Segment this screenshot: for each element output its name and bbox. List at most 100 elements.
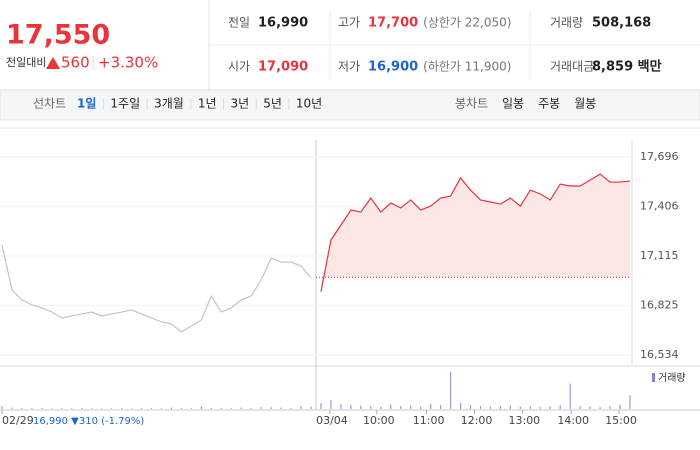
volume-bar — [260, 407, 262, 409]
volume-bar — [310, 406, 312, 409]
volume-bar — [200, 406, 202, 409]
volume-bar — [81, 407, 83, 409]
area — [320, 174, 630, 292]
change-label: 전일대비 — [6, 55, 46, 69]
price-line — [320, 173, 631, 292]
volume-bar — [629, 395, 631, 409]
tab-label: 봉차트 — [455, 97, 488, 111]
volume-bar — [559, 405, 561, 409]
volume-bar — [170, 407, 173, 409]
volume-bar — [589, 406, 591, 409]
legend-swatch — [652, 373, 655, 382]
volume-bar — [569, 383, 571, 409]
volume-bar — [499, 406, 502, 409]
volume-bar — [619, 405, 621, 409]
volume-bar — [270, 407, 272, 409]
volume-bar — [250, 407, 252, 409]
volume-bar — [360, 405, 362, 409]
volume-bar — [1, 406, 3, 409]
volume-bar — [41, 408, 43, 409]
stat-label: 거래량 — [550, 16, 583, 30]
volume-bar — [230, 408, 232, 409]
price-line — [1, 244, 312, 333]
stat-value: 16,900 — [368, 60, 418, 75]
volume-bar — [420, 406, 422, 409]
volume-label: 거래량 — [658, 372, 686, 384]
candle-tab[interactable]: 월봉 — [574, 97, 596, 111]
x-tick-label: 15:00 — [605, 414, 637, 427]
volume-bar — [11, 407, 13, 409]
stat-label: 전일 — [228, 16, 250, 30]
x-tick-label: 11:00 — [413, 414, 445, 427]
period-tab[interactable]: 3년 — [231, 97, 250, 111]
period-tab[interactable]: 1년 — [198, 97, 217, 111]
volume-bar — [340, 404, 342, 409]
period-tab[interactable]: 10년 — [296, 97, 322, 111]
y-tick-label: 16,534 — [640, 348, 679, 361]
stat-sub: (하한가 11,900) — [423, 60, 511, 74]
volume-bar — [280, 407, 282, 409]
volume-bar — [489, 406, 492, 409]
volume-bar — [290, 407, 292, 409]
volume-bar — [509, 405, 511, 409]
volume-bar — [31, 408, 33, 409]
y-tick-label: 17,406 — [640, 199, 679, 212]
volume-bar — [469, 405, 472, 409]
volume-bar — [440, 405, 442, 409]
y-tick-label: 17,696 — [640, 150, 679, 163]
volume-bar — [130, 408, 133, 409]
volume-bar — [449, 371, 452, 409]
period-tab[interactable]: 1주일 — [110, 97, 140, 111]
x-tick-label: 14:00 — [557, 414, 589, 427]
volume-bar — [240, 407, 242, 409]
volume-bar — [71, 408, 73, 409]
volume-bar — [111, 408, 113, 409]
tab-label: 선차트 — [33, 97, 66, 111]
stat-label: 저가 — [338, 60, 360, 74]
volume-bar — [121, 408, 123, 409]
volume-bar — [549, 406, 551, 409]
x-tick-label: 12:00 — [461, 414, 493, 427]
x-tick-label: 02/29 — [2, 414, 34, 427]
volume-bar — [150, 408, 153, 409]
stat-value: 17,700 — [368, 16, 418, 31]
stat-sub: (상한가 22,050) — [423, 16, 511, 30]
price: 17,550 — [6, 20, 110, 51]
volume-bar — [400, 406, 402, 409]
volume-bar — [479, 406, 482, 409]
volume-bar — [609, 406, 611, 409]
volume-bar — [579, 406, 581, 409]
volume-bar — [599, 407, 601, 409]
volume-bar — [190, 408, 192, 409]
x-tick-label: 10:00 — [363, 414, 395, 427]
volume-bar — [160, 408, 163, 409]
volume-bar — [390, 404, 392, 409]
stat-label: 거래대금 — [550, 60, 594, 74]
volume-bar — [180, 408, 183, 409]
change-pct: +3.30% — [98, 54, 158, 72]
candle-tab[interactable]: 주봉 — [538, 97, 560, 111]
change: 560 — [61, 54, 90, 72]
volume-bar — [140, 408, 143, 409]
volume-bar — [519, 406, 521, 409]
x-tick-label: 13:00 — [508, 414, 540, 427]
stat-value: 17,090 — [258, 60, 308, 75]
volume-bar — [300, 406, 302, 409]
up-icon — [46, 57, 60, 69]
volume-bar — [320, 403, 322, 409]
stat-value: 508,168 — [592, 16, 651, 31]
period-tab[interactable]: 5년 — [263, 97, 282, 111]
volume-bar — [350, 405, 352, 409]
y-tick-label: 16,825 — [640, 298, 679, 311]
period-tab[interactable]: 3개월 — [154, 97, 184, 111]
volume-bar — [21, 407, 23, 409]
x-tick-label: 03/04 — [316, 414, 348, 427]
volume-bar — [380, 406, 382, 409]
candle-tab[interactable]: 일봉 — [502, 97, 524, 111]
period-tab[interactable]: 1일 — [77, 97, 96, 111]
volume-bar — [91, 408, 93, 409]
tab-bar — [0, 89, 700, 121]
volume-bar — [539, 407, 541, 409]
volume-bar — [410, 405, 412, 409]
volume-bar — [529, 406, 531, 409]
